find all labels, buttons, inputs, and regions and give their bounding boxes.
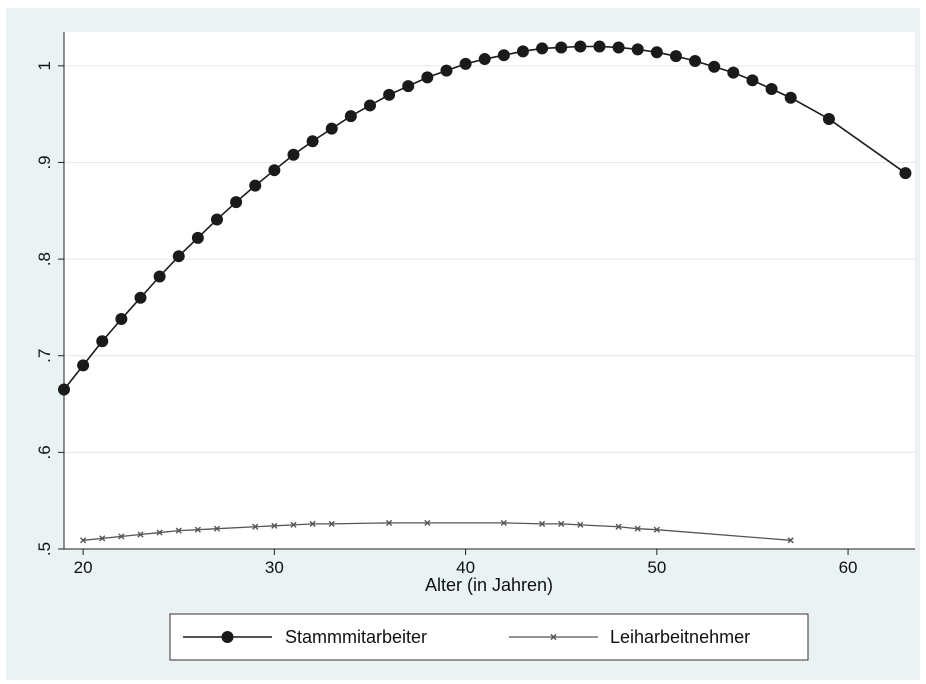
series-1-point-3 [137,531,144,538]
y-tick-label-4: .9 [35,155,54,169]
series-0-point-0 [58,383,70,396]
x-tick-label-2: 40 [456,558,475,577]
series-0-point-6 [172,250,185,263]
series-1-point-15 [500,519,507,527]
x-tick-label-4: 60 [839,558,858,577]
legend-label-1: Leiharbeitnehmer [610,627,750,647]
series-0-point-8 [210,213,223,226]
series-1-point-19 [615,523,622,530]
series-1-point-8 [252,523,259,530]
plot-area [64,32,915,549]
legend-box [169,613,809,661]
y-tick-label-0: .5 [35,542,54,556]
series-0-point-12 [287,148,300,161]
series-1-point-4 [156,529,163,536]
series-0-point-4 [134,291,147,304]
series-0-point-30 [631,43,644,56]
series-0-point-7 [191,231,204,244]
series-0-point-31 [650,46,663,59]
series-0-point-40 [899,167,912,180]
series-0-point-2 [96,335,109,348]
series-1-point-10 [290,521,297,528]
series-0-point-3 [115,313,128,326]
x-tick-label-0: 20 [74,558,93,577]
series-1-point-14 [424,519,431,527]
series-0-point-32 [669,50,682,63]
legend-marker-0 [221,631,234,643]
series-0-point-27 [574,40,587,53]
x-tick-label-3: 50 [647,558,666,577]
legend-marker-1 [550,633,557,641]
x-tick-label-1: 30 [265,558,284,577]
series-0-point-9 [230,196,243,209]
series-0-point-1 [77,359,90,372]
series-0-point-10 [249,179,262,192]
series-0-point-23 [497,49,510,62]
series-0-point-15 [344,110,357,123]
legend: Stammmitarbeiter Leiharbeitnehmer [169,613,809,661]
series-1-point-20 [634,525,641,532]
y-tick-label-5: 1 [35,61,54,70]
series-0-point-26 [555,41,568,54]
series-0-point-5 [153,270,166,283]
series-1-point-1 [99,535,106,542]
series-0-point-16 [363,99,376,112]
series-0-point-19 [421,71,434,84]
series-0-point-37 [765,83,778,96]
series-1-point-9 [271,522,278,529]
series-0-point-25 [536,42,549,55]
series-0-point-36 [746,74,759,87]
series-1-point-16 [538,520,546,527]
series-1-point-17 [558,520,565,527]
series-0-point-24 [516,45,529,58]
y-tick-label-3: .8 [35,252,54,266]
series-0-point-14 [325,122,338,135]
series-0-point-29 [612,41,625,54]
series-0-point-34 [708,60,721,73]
series-1-point-5 [175,527,182,534]
legend-label-0: Stammmitarbeiter [285,627,427,647]
series-0-point-17 [383,88,396,101]
x-axis-title: Alter (in Jahren) [425,575,553,595]
series-layer [58,40,912,544]
y-tick-label-2: .7 [35,349,54,363]
series-1-point-13 [386,519,393,527]
series-1-point-2 [118,533,125,540]
series-0-point-20 [440,64,453,77]
series-0-point-21 [459,57,472,70]
series-1-point-11 [309,520,316,527]
axes: .5 .6 .7 .8 .9 1 20 30 40 50 60 [35,32,915,577]
series-0-point-35 [727,66,740,79]
series-1-point-22 [787,537,794,544]
series-0-point-28 [593,40,606,53]
series-1-point-6 [194,526,201,533]
series-1 [80,519,794,544]
series-0-point-11 [268,164,281,177]
series-0-point-33 [689,54,702,67]
series-0 [58,40,912,396]
series-1-point-18 [577,521,584,528]
series-0-point-18 [402,80,415,93]
series-0-point-38 [784,91,797,104]
series-0-point-39 [822,112,835,125]
series-1-point-12 [328,520,335,527]
series-1-point-21 [653,526,660,533]
series-0-point-22 [478,53,491,66]
series-1-point-0 [80,537,87,544]
y-tick-label-1: .6 [35,445,54,459]
series-1-point-7 [213,525,221,532]
series-0-point-13 [306,135,319,148]
